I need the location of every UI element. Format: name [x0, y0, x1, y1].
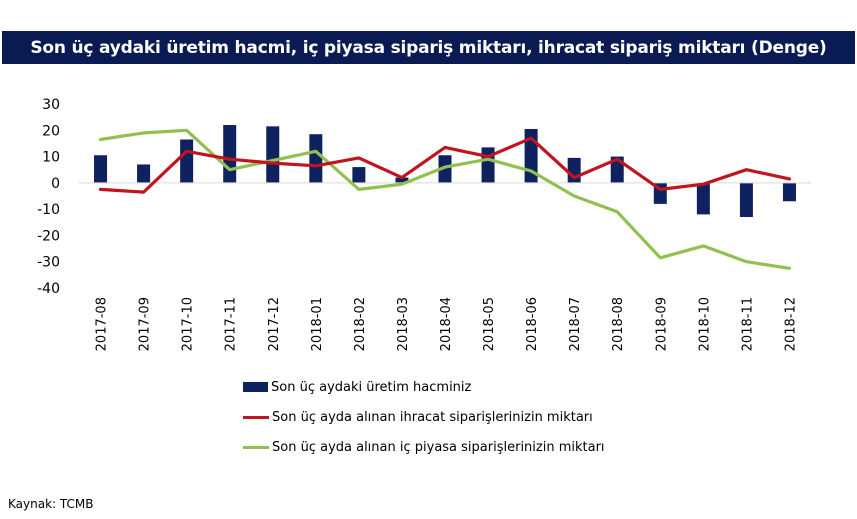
x-tick-label: 2018-01	[310, 297, 325, 351]
x-tick-label: 2018-05	[482, 297, 497, 351]
bar-production	[696, 182, 710, 215]
bar-production	[438, 155, 452, 183]
bar-production	[223, 125, 237, 183]
legend-swatch-domestic	[243, 445, 269, 449]
x-tick-label: 2018-04	[439, 297, 454, 351]
legend-label-domestic: Son üç ayda alınan iç piyasa siparişleri…	[272, 439, 605, 455]
x-tick-label: 2018-03	[396, 297, 411, 351]
bar-production	[782, 182, 796, 202]
legend: Son üç aydaki üretim hacminiz Son üç ayd…	[243, 372, 605, 462]
legend-item-export: Son üç ayda alınan ihracat siparişlerini…	[243, 402, 605, 432]
y-tick-label: 20	[42, 123, 60, 139]
y-tick-label: 10	[42, 150, 60, 166]
legend-item-production: Son üç aydaki üretim hacminiz	[243, 372, 605, 402]
chart-title-bar: Son üç aydaki üretim hacmi, iç piyasa si…	[2, 31, 855, 64]
x-tick-label: 2017-12	[267, 297, 282, 351]
x-tick-label: 2018-02	[353, 297, 368, 351]
x-tick-label: 2018-10	[697, 297, 712, 351]
bar-production	[180, 139, 194, 183]
x-tick-label: 2017-11	[224, 297, 239, 351]
bar-production	[94, 155, 108, 183]
y-tick-label: -30	[37, 255, 60, 271]
x-tick-label: 2017-09	[138, 297, 153, 351]
legend-swatch-production	[243, 382, 268, 392]
source-note: Kaynak: TCMB	[8, 497, 94, 511]
y-tick-label: -40	[37, 281, 60, 297]
bar-production	[266, 126, 280, 183]
x-tick-label: 2018-06	[525, 297, 540, 351]
bar-production	[309, 134, 323, 183]
line-export-orders	[98, 136, 792, 194]
y-tick-label: 0	[51, 176, 60, 192]
y-tick-label: -10	[37, 202, 60, 218]
bar-production	[352, 167, 366, 183]
bar-production	[137, 164, 151, 183]
line-domestic-orders	[98, 128, 792, 270]
legend-swatch-export	[243, 415, 269, 419]
y-tick-label: 30	[42, 97, 60, 113]
legend-label-production: Son üç aydaki üretim hacminiz	[271, 379, 472, 395]
legend-label-export: Son üç ayda alınan ihracat siparişlerini…	[272, 409, 593, 425]
x-tick-label: 2017-10	[181, 297, 196, 351]
legend-item-domestic: Son üç ayda alınan iç piyasa siparişleri…	[243, 432, 605, 462]
x-tick-label: 2018-12	[783, 297, 798, 351]
x-tick-label: 2018-11	[740, 297, 755, 351]
y-tick-label: -20	[37, 228, 60, 244]
bar-production	[395, 177, 409, 183]
x-tick-label: 2017-08	[95, 297, 110, 351]
x-tick-label: 2018-07	[568, 297, 583, 351]
bar-production	[481, 147, 495, 183]
bar-production	[739, 182, 753, 218]
x-tick-label: 2018-09	[654, 297, 669, 351]
x-tick-label: 2018-08	[611, 297, 626, 351]
chart-title: Son üç aydaki üretim hacmi, iç piyasa si…	[30, 37, 827, 58]
